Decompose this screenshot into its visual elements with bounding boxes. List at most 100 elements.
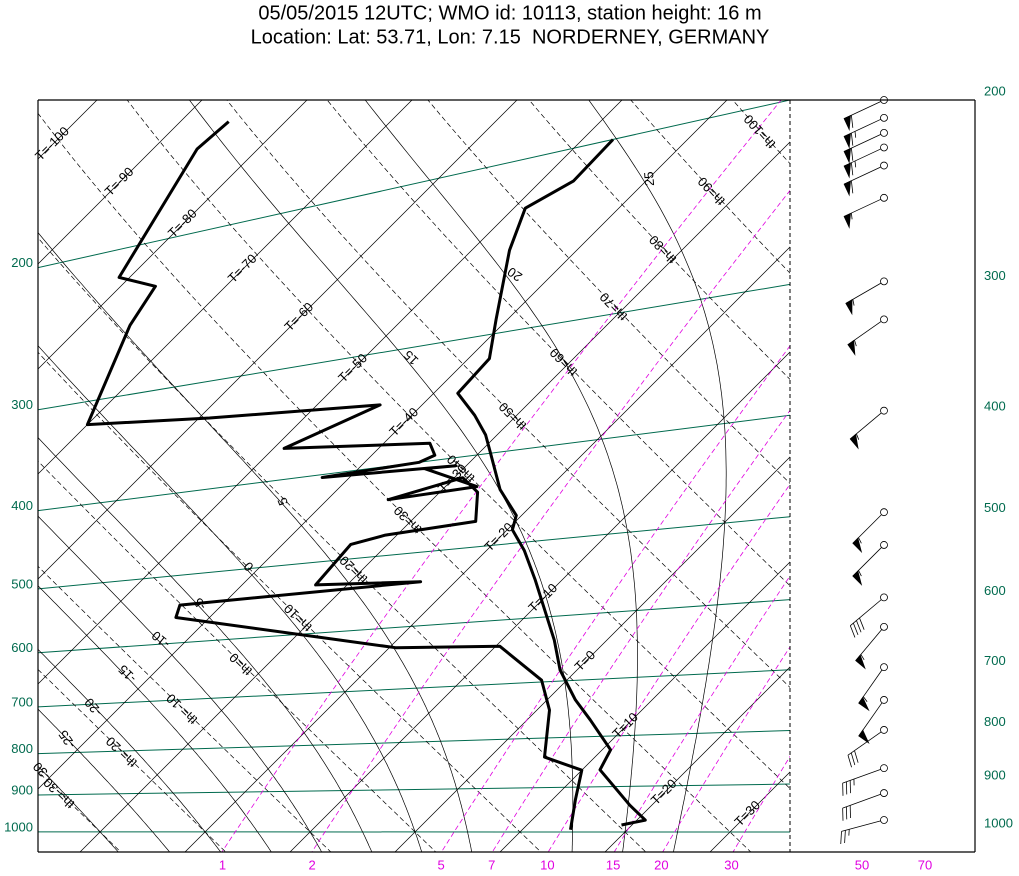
wind-flags [852, 570, 863, 586]
wind-barb [843, 128, 888, 164]
dry-adiabat [427, 100, 790, 484]
dry-adiabat [38, 460, 437, 852]
dry-adiabat [38, 351, 542, 852]
wind-barb [845, 277, 888, 316]
moist-adiabat [38, 232, 473, 852]
dry-adiabat-label: th=80 [646, 232, 679, 266]
moist-adiabat [38, 648, 222, 852]
moist-adiabat-label: 20 [505, 264, 525, 285]
dry-adiabat [38, 237, 647, 852]
dry-adiabat-label: th=0 [226, 650, 255, 679]
y2-tick-label: 300 [984, 268, 1006, 283]
moist-adiabat [188, 100, 574, 852]
x-tick-label: 15 [606, 857, 620, 872]
isobar [38, 599, 790, 654]
wind-flags [843, 180, 854, 197]
wind-flags [845, 299, 855, 316]
wind-flags [843, 131, 857, 149]
dry-adiabat-label: th=30 [391, 503, 425, 537]
moist-adiabat-label: 15 [401, 347, 422, 368]
wind-staff [841, 820, 881, 832]
wind-flags [842, 779, 855, 796]
dry-adiabat [38, 669, 227, 852]
wind-barb [852, 541, 888, 586]
y2-tick-label: 400 [984, 399, 1006, 414]
wind-flags [843, 114, 854, 131]
x-tick-label: 30 [724, 857, 738, 872]
wind-station [880, 193, 888, 202]
wind-staff [842, 768, 881, 784]
moist-adiabat-label: -15 [115, 662, 139, 686]
moist-adiabat-label: -25 [55, 727, 78, 751]
wind-station [880, 128, 888, 137]
y-tick-label: 600 [11, 640, 33, 655]
wind-barb [855, 622, 888, 670]
x-tick-label: 10 [540, 857, 554, 872]
y2-tick-label: 1000 [984, 815, 1013, 830]
dry-adiabat [38, 565, 332, 852]
dry-adiabat-label: th=100 [741, 112, 779, 152]
isotherm [289, 351, 790, 852]
x-tick-label: 7 [488, 857, 495, 872]
isotherm [604, 666, 790, 852]
x-tick-label: 2 [308, 857, 315, 872]
dewpoint-profile [85, 120, 584, 831]
mixing-ratio-line [311, 189, 790, 852]
y2-tick-label: 800 [984, 714, 1006, 729]
wind-speed-tick-label: 50 [855, 857, 869, 872]
isotherm-label: T=20 [648, 776, 680, 808]
moist-adiabat-label: 0 [241, 559, 257, 574]
wind-barb [843, 193, 888, 229]
y-tick-label: 900 [11, 782, 33, 797]
isotherm [38, 100, 308, 370]
dry-adiabat-label: th=10 [281, 601, 315, 635]
moist-adiabat [588, 100, 727, 852]
y-tick-label: 300 [11, 397, 33, 412]
wind-staff [847, 731, 882, 756]
wind-flags [852, 537, 863, 554]
chart-title: 05/05/2015 12UTC; WMO id: 10113, station… [258, 2, 761, 24]
wind-station [880, 143, 888, 152]
wind-barb [842, 764, 888, 796]
wind-station [880, 663, 888, 672]
wind-staff [842, 793, 881, 809]
moist-adiabat [38, 515, 323, 852]
wind-flags [849, 433, 860, 450]
isobar [38, 669, 790, 708]
wind-barb [852, 508, 888, 554]
y2-tick-label: 900 [984, 767, 1006, 782]
y2-tick-label: 700 [984, 653, 1006, 668]
wind-station [880, 593, 888, 602]
wind-station [880, 789, 888, 797]
moist-adiabat-label: 25 [641, 171, 657, 187]
isobar [38, 729, 790, 755]
y-tick-label: 700 [11, 694, 33, 709]
wind-station [880, 726, 888, 734]
wind-station [880, 315, 888, 324]
isotherm [184, 246, 790, 852]
y-tick-label: 500 [11, 576, 33, 591]
wind-barb [847, 315, 888, 356]
isobar [38, 783, 790, 796]
dry-adiabat [528, 100, 790, 380]
x-tick-label: 20 [654, 857, 668, 872]
isotherm-label: T=-70 [225, 251, 260, 286]
y-tick-label: 1000 [4, 819, 33, 834]
moist-adiabat [38, 437, 373, 852]
wind-station [880, 816, 888, 824]
wind-barb [847, 726, 888, 768]
dry-adiabat [226, 100, 790, 688]
wind-station [880, 277, 888, 286]
mixing-ratio-line [662, 646, 790, 852]
isobar [38, 283, 790, 411]
isotherm [38, 100, 413, 475]
wind-station [880, 764, 888, 773]
wind-barb [858, 696, 888, 745]
dry-adiabat-label: th=50 [496, 399, 530, 433]
mixing-ratio-line [221, 100, 782, 852]
